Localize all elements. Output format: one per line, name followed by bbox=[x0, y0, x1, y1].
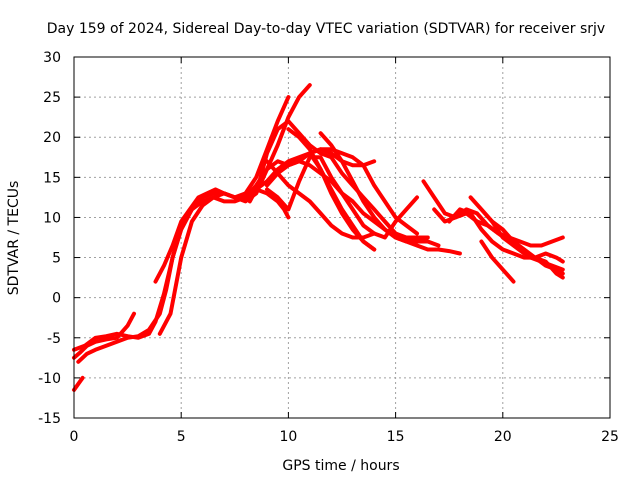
x-tick-label: 5 bbox=[177, 429, 186, 445]
series-track-10 bbox=[265, 155, 419, 240]
data-series bbox=[72, 83, 565, 392]
y-tick-label: 15 bbox=[43, 170, 61, 186]
x-tick-label: 0 bbox=[70, 429, 79, 445]
series-track-5 bbox=[153, 95, 291, 284]
series-track-19 bbox=[479, 239, 516, 284]
x-tick-label: 20 bbox=[494, 429, 512, 445]
series-track-7 bbox=[247, 119, 430, 240]
series-track-4 bbox=[72, 375, 85, 392]
plot-frame bbox=[73, 56, 611, 419]
y-tick-label: 5 bbox=[52, 251, 61, 267]
series-track-17 bbox=[447, 207, 565, 264]
y-tick-label: 0 bbox=[52, 291, 61, 307]
chart-title: Day 159 of 2024, Sidereal Day-to-day VTE… bbox=[47, 21, 605, 37]
x-tick-label: 10 bbox=[279, 429, 297, 445]
y-tick-label: 30 bbox=[43, 50, 61, 66]
x-axis-label: GPS time / hours bbox=[282, 458, 399, 474]
series-track-9 bbox=[265, 159, 462, 256]
series-track-8 bbox=[265, 159, 377, 240]
series-track-20 bbox=[490, 219, 565, 276]
x-tick-label: 25 bbox=[601, 429, 619, 445]
series-track-1 bbox=[72, 311, 136, 360]
y-tick-label: -5 bbox=[47, 331, 61, 347]
series-track-13 bbox=[286, 127, 377, 252]
y-tick-label: 10 bbox=[43, 210, 61, 226]
y-tick-label: -10 bbox=[38, 371, 61, 387]
y-tick-label: 25 bbox=[43, 90, 61, 106]
series-track-14 bbox=[318, 131, 441, 248]
x-tick-label: 15 bbox=[387, 429, 405, 445]
y-tick-label: 20 bbox=[43, 130, 61, 146]
y-tick-label: -15 bbox=[38, 411, 61, 427]
axis-ticks: 0 5 10 15 20 25 -15 -10 -5 0 5 10 15 20 25 30 bbox=[38, 50, 619, 445]
y-axis-label: SDTVAR / TECUs bbox=[6, 181, 22, 296]
